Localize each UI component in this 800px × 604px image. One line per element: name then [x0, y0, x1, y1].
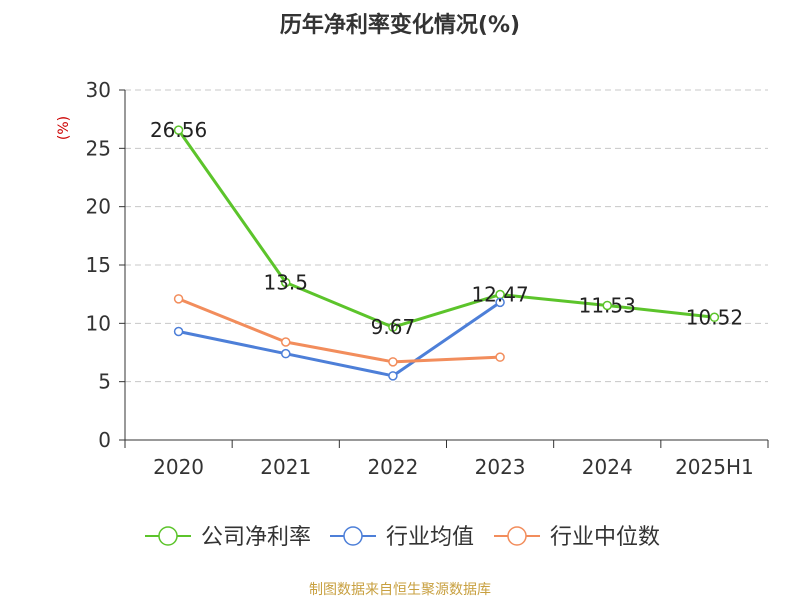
x-tick-label: 2020 — [153, 455, 204, 479]
series-line — [177, 129, 715, 329]
series-lines — [173, 125, 720, 381]
x-tick-label: 2022 — [367, 455, 418, 479]
data-point — [709, 312, 720, 323]
data-label: 13.5 — [263, 271, 308, 295]
y-tick-label: 15 — [86, 253, 111, 277]
legend-item-2[interactable]: 行业中位数 — [494, 525, 660, 550]
y-tick-label: 0 — [98, 428, 111, 452]
axes: 0 5 10 15 20 25 30 2020 2021 2022 2023 2024 2025H1 — [86, 78, 769, 479]
chart-title: 历年净利率变化情况(%) — [280, 12, 520, 38]
data-label: 11.53 — [579, 293, 636, 317]
data-point — [388, 322, 398, 332]
y-tick-label: 5 — [98, 370, 111, 394]
y-axis-label: (%) — [56, 116, 72, 140]
y-tick-label: 30 — [86, 78, 111, 102]
x-tick-label: 2023 — [475, 455, 526, 479]
data-point — [173, 294, 184, 304]
data-labels: 26.56 13.5 9.67 12.47 11.53 10.52 — [150, 118, 743, 339]
legend-marker-icon — [343, 526, 363, 546]
y-tick-label: 25 — [86, 136, 111, 160]
series-2 — [173, 294, 505, 367]
data-point — [495, 297, 505, 308]
series-line — [178, 297, 501, 364]
data-point — [173, 326, 184, 337]
data-point — [495, 352, 505, 362]
data-point — [388, 357, 398, 367]
y-tick-label: 10 — [86, 311, 111, 335]
legend-marker-icon — [158, 526, 178, 546]
legend[interactable]: 公司净利率 行业均值 行业中位数 — [145, 525, 660, 550]
legend-item-0[interactable]: 公司净利率 — [145, 525, 311, 550]
data-point — [173, 125, 184, 135]
data-point — [281, 348, 291, 359]
x-tick-label: 2021 — [260, 455, 311, 479]
legend-label: 行业均值 — [386, 525, 474, 550]
x-tick-label: 2025H1 — [675, 455, 754, 479]
legend-marker-icon — [507, 526, 527, 546]
data-label: 10.52 — [686, 305, 743, 329]
series-line — [178, 301, 501, 378]
x-tick-label: 2024 — [582, 455, 633, 479]
data-point — [281, 277, 291, 288]
source-note: 制图数据来自恒生聚源数据库 — [309, 582, 491, 598]
data-label: 12.47 — [471, 283, 528, 307]
data-point — [281, 337, 291, 347]
legend-label: 行业中位数 — [550, 525, 660, 550]
grid-lines — [125, 89, 768, 383]
series-0 — [173, 125, 720, 332]
data-label: 9.67 — [371, 315, 416, 339]
legend-item-1[interactable]: 行业均值 — [330, 525, 474, 550]
data-label: 26.56 — [150, 118, 207, 142]
legend-label: 公司净利率 — [201, 525, 311, 550]
y-tick-label: 20 — [86, 195, 111, 219]
data-point — [602, 300, 612, 311]
data-point — [388, 371, 398, 381]
series-1 — [173, 297, 505, 381]
